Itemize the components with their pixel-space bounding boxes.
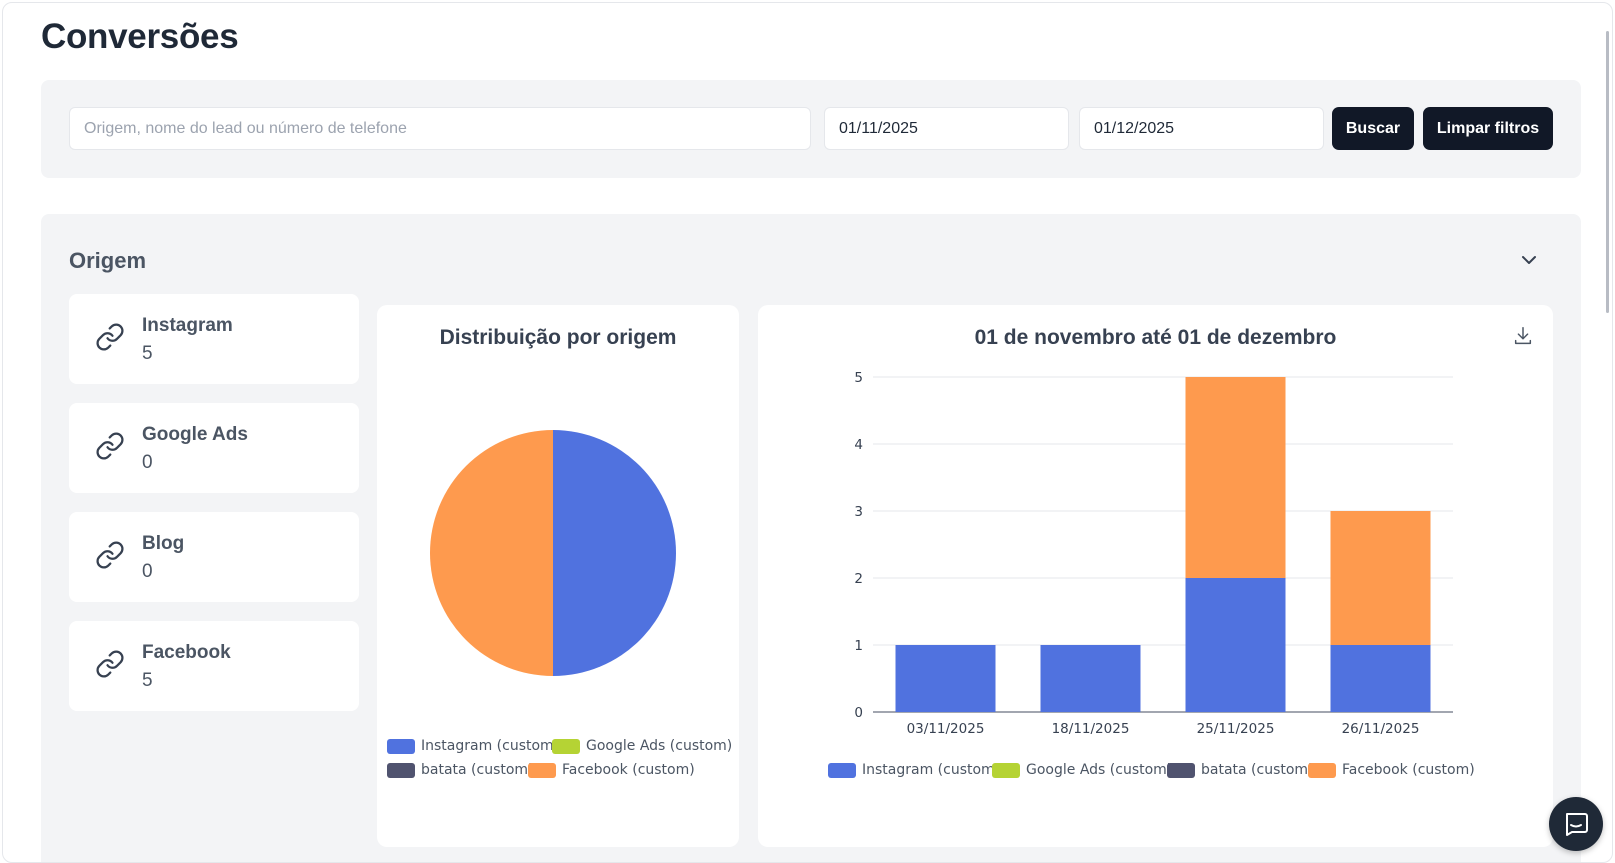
chat-icon (1566, 813, 1588, 836)
y-tick-label: 2 (854, 571, 863, 587)
pie-slice-instagram-custom[interactable] (553, 430, 676, 676)
legend-item-facebook-custom[interactable]: Facebook (custom) (1308, 762, 1475, 778)
origin-card-value: 0 (142, 452, 153, 473)
date-from-input[interactable] (824, 107, 1069, 150)
scrollbar-thumb[interactable] (1606, 31, 1609, 313)
origin-card-facebook: Facebook 5 (69, 621, 359, 711)
search-input[interactable] (69, 107, 811, 150)
legend-label: Facebook (custom) (1342, 762, 1475, 778)
y-tick-label: 5 (854, 370, 863, 386)
bar-facebook-custom-3[interactable] (1330, 511, 1431, 645)
legend-label: batata (custom) (421, 762, 534, 778)
x-tick-label: 26/11/2025 (1342, 721, 1420, 737)
legend-item-google-ads-custom[interactable]: Google Ads (custom) (552, 738, 732, 754)
chevron-down-icon[interactable] (1519, 250, 1539, 270)
pie-chart-panel: Distribuição por origem Instagram (custo… (377, 305, 739, 847)
origin-card-label: Blog (142, 533, 185, 554)
bar-chart-title: 01 de novembro até 01 de dezembro (974, 326, 1337, 349)
download-icon[interactable] (1512, 325, 1534, 347)
pie-chart (430, 430, 676, 676)
section-title: Origem (69, 248, 147, 273)
legend-label: Facebook (custom) (562, 762, 695, 778)
bar-chart: 0 1 2 3 4 5 03/11/2025 18/11/2025 25/11/2025 26/1… (854, 370, 1453, 737)
y-tick-label: 0 (854, 705, 863, 721)
link-icon (96, 323, 124, 351)
bar-instagram-custom-2[interactable] (1185, 578, 1286, 712)
bar-instagram-custom-1[interactable] (1040, 645, 1141, 712)
origin-card-label: Instagram (142, 315, 233, 336)
legend-item-google-ads-custom[interactable]: Google Ads (custom) (992, 762, 1172, 778)
legend-label: Instagram (custom) (862, 762, 1001, 778)
clear-filters-button[interactable]: Limpar filtros (1423, 107, 1553, 150)
origin-card-google-ads: Google Ads 0 (69, 403, 359, 493)
y-tick-label: 4 (854, 437, 863, 453)
legend-item-batata-custom[interactable]: batata (custom) (1167, 762, 1314, 778)
legend-swatch (387, 762, 415, 778)
y-tick-label: 3 (854, 504, 863, 520)
pie-chart-title: Distribuição por origem (439, 326, 677, 349)
legend-swatch (828, 762, 856, 778)
origin-card-value: 5 (142, 343, 153, 364)
legend-item-batata-custom[interactable]: batata (custom) (387, 762, 534, 778)
filter-bar: Buscar Limpar filtros (41, 80, 1581, 178)
bar-instagram-custom-0[interactable] (895, 645, 996, 712)
legend-swatch (528, 762, 556, 778)
link-icon (96, 432, 124, 460)
x-tick-label: 25/11/2025 (1197, 721, 1275, 737)
link-icon (96, 541, 124, 569)
origin-card-value: 0 (142, 561, 153, 582)
page-title: Conversões (41, 17, 239, 56)
chat-launcher-button[interactable] (1549, 797, 1603, 851)
legend-swatch (552, 738, 580, 754)
legend-swatch (387, 738, 415, 754)
bar-instagram-custom-3[interactable] (1330, 645, 1431, 712)
legend-item-instagram-custom[interactable]: Instagram (custom) (828, 762, 1000, 778)
legend-label: batata (custom) (1201, 762, 1314, 778)
legend-item-facebook-custom[interactable]: Facebook (custom) (528, 762, 695, 778)
link-icon (96, 650, 124, 678)
legend-label: Google Ads (custom) (1026, 762, 1173, 778)
legend-swatch (1167, 762, 1195, 778)
bar-chart-legend: Instagram (custom) Google Ads (custom) bat… (758, 305, 1553, 847)
bar-chart-panel: 01 de novembro até 01 de dezembro 0 1 2 3 4 5… (758, 305, 1553, 847)
x-tick-label: 18/11/2025 (1052, 721, 1130, 737)
x-tick-label: 03/11/2025 (907, 721, 985, 737)
pie-slice-facebook-custom[interactable] (430, 430, 553, 676)
origin-section: Origem Instagram 5 Google Ads 0 (41, 214, 1581, 862)
y-tick-label: 1 (854, 638, 863, 654)
legend-item-instagram-custom[interactable]: Instagram (custom) (387, 738, 559, 754)
origin-card-label: Facebook (142, 642, 231, 663)
origin-card-blog: Blog 0 (69, 512, 359, 602)
bar-facebook-custom-2[interactable] (1185, 377, 1286, 578)
origin-card-instagram: Instagram 5 (69, 294, 359, 384)
pie-chart-legend: Instagram (custom) Google Ads (custom) bat… (377, 305, 739, 847)
origin-card-label: Google Ads (142, 424, 248, 445)
origin-card-value: 5 (142, 670, 153, 691)
date-to-input[interactable] (1079, 107, 1324, 150)
legend-swatch (992, 762, 1020, 778)
search-button[interactable]: Buscar (1332, 107, 1414, 150)
legend-label: Google Ads (custom) (586, 738, 733, 754)
legend-label: Instagram (custom) (421, 738, 560, 754)
legend-swatch (1308, 762, 1336, 778)
